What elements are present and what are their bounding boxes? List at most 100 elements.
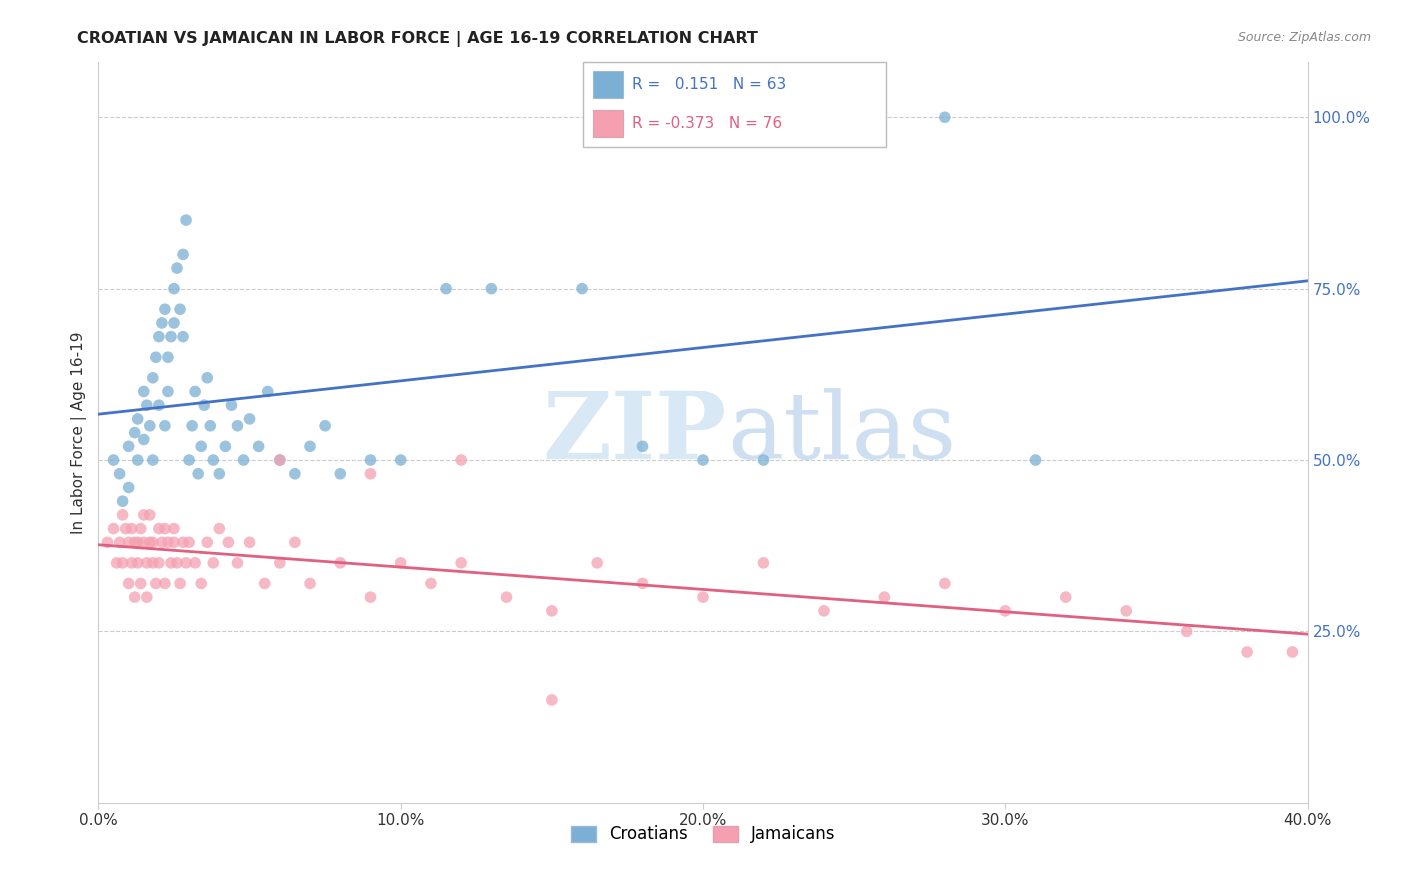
Point bbox=[139, 508, 162, 522]
Point bbox=[1115, 604, 1137, 618]
Point bbox=[329, 556, 352, 570]
Point bbox=[208, 522, 231, 536]
Text: Source: ZipAtlas.com: Source: ZipAtlas.com bbox=[1237, 31, 1371, 45]
Point bbox=[187, 467, 209, 481]
Point bbox=[163, 282, 186, 296]
Point bbox=[127, 453, 149, 467]
Point bbox=[153, 418, 176, 433]
Point bbox=[450, 556, 472, 570]
Point bbox=[269, 453, 291, 467]
Point bbox=[284, 467, 307, 481]
Point bbox=[156, 384, 179, 399]
Point bbox=[145, 576, 167, 591]
Point bbox=[163, 522, 186, 536]
Point bbox=[148, 522, 170, 536]
Point bbox=[105, 556, 128, 570]
Point bbox=[179, 453, 201, 467]
Y-axis label: In Labor Force | Age 16-19: In Labor Force | Age 16-19 bbox=[72, 331, 87, 534]
Point bbox=[132, 384, 155, 399]
Point bbox=[169, 302, 191, 317]
Point bbox=[111, 508, 134, 522]
Point bbox=[195, 371, 218, 385]
Point bbox=[127, 535, 149, 549]
Point bbox=[329, 467, 352, 481]
Point bbox=[314, 418, 336, 433]
Point bbox=[172, 329, 194, 343]
Point bbox=[202, 556, 225, 570]
Point bbox=[145, 350, 167, 364]
Point bbox=[124, 590, 146, 604]
Point bbox=[420, 576, 443, 591]
Point bbox=[148, 398, 170, 412]
Point bbox=[253, 576, 276, 591]
Point bbox=[153, 576, 176, 591]
Point bbox=[135, 590, 157, 604]
Point bbox=[118, 439, 141, 453]
Point bbox=[163, 316, 186, 330]
Point bbox=[142, 371, 165, 385]
Point bbox=[148, 329, 170, 343]
Point bbox=[142, 453, 165, 467]
Point bbox=[190, 439, 212, 453]
Point bbox=[135, 398, 157, 412]
Point bbox=[179, 535, 201, 549]
Point bbox=[135, 556, 157, 570]
Point bbox=[994, 604, 1017, 618]
Point bbox=[450, 453, 472, 467]
Point bbox=[118, 535, 141, 549]
Point bbox=[1175, 624, 1198, 639]
Point bbox=[163, 535, 186, 549]
Point bbox=[360, 467, 382, 481]
Point bbox=[114, 522, 136, 536]
Point bbox=[934, 576, 956, 591]
Point bbox=[1024, 453, 1046, 467]
Point bbox=[813, 604, 835, 618]
Point bbox=[586, 556, 609, 570]
Point bbox=[150, 535, 173, 549]
Point bbox=[174, 213, 197, 227]
Point bbox=[844, 110, 866, 124]
Text: ZIP: ZIP bbox=[543, 388, 727, 477]
Point bbox=[139, 418, 162, 433]
Point bbox=[121, 522, 143, 536]
Point bbox=[153, 522, 176, 536]
Point bbox=[934, 110, 956, 124]
Point bbox=[200, 418, 222, 433]
Point bbox=[129, 522, 152, 536]
Point bbox=[118, 480, 141, 494]
Point bbox=[752, 556, 775, 570]
Legend: Croatians, Jamaicans: Croatians, Jamaicans bbox=[564, 819, 842, 850]
Point bbox=[174, 556, 197, 570]
Point bbox=[256, 384, 278, 399]
Point bbox=[360, 590, 382, 604]
Point bbox=[1054, 590, 1077, 604]
Point bbox=[239, 412, 262, 426]
Point bbox=[284, 535, 307, 549]
Point bbox=[495, 590, 517, 604]
Point bbox=[153, 302, 176, 317]
Point bbox=[111, 556, 134, 570]
Point bbox=[1236, 645, 1258, 659]
Point bbox=[247, 439, 270, 453]
Point bbox=[139, 535, 162, 549]
Point bbox=[269, 453, 291, 467]
Point bbox=[156, 535, 179, 549]
Point bbox=[132, 508, 155, 522]
Point bbox=[692, 590, 714, 604]
Point bbox=[103, 522, 125, 536]
Point bbox=[160, 329, 183, 343]
Point bbox=[108, 467, 131, 481]
Point bbox=[184, 384, 207, 399]
Point bbox=[156, 350, 179, 364]
Point bbox=[631, 439, 654, 453]
FancyBboxPatch shape bbox=[592, 110, 623, 137]
Point bbox=[360, 453, 382, 467]
Point bbox=[150, 316, 173, 330]
Point bbox=[111, 494, 134, 508]
Point bbox=[129, 576, 152, 591]
Point bbox=[226, 418, 249, 433]
Point bbox=[190, 576, 212, 591]
Point bbox=[1281, 645, 1303, 659]
Point bbox=[232, 453, 254, 467]
Point bbox=[631, 576, 654, 591]
